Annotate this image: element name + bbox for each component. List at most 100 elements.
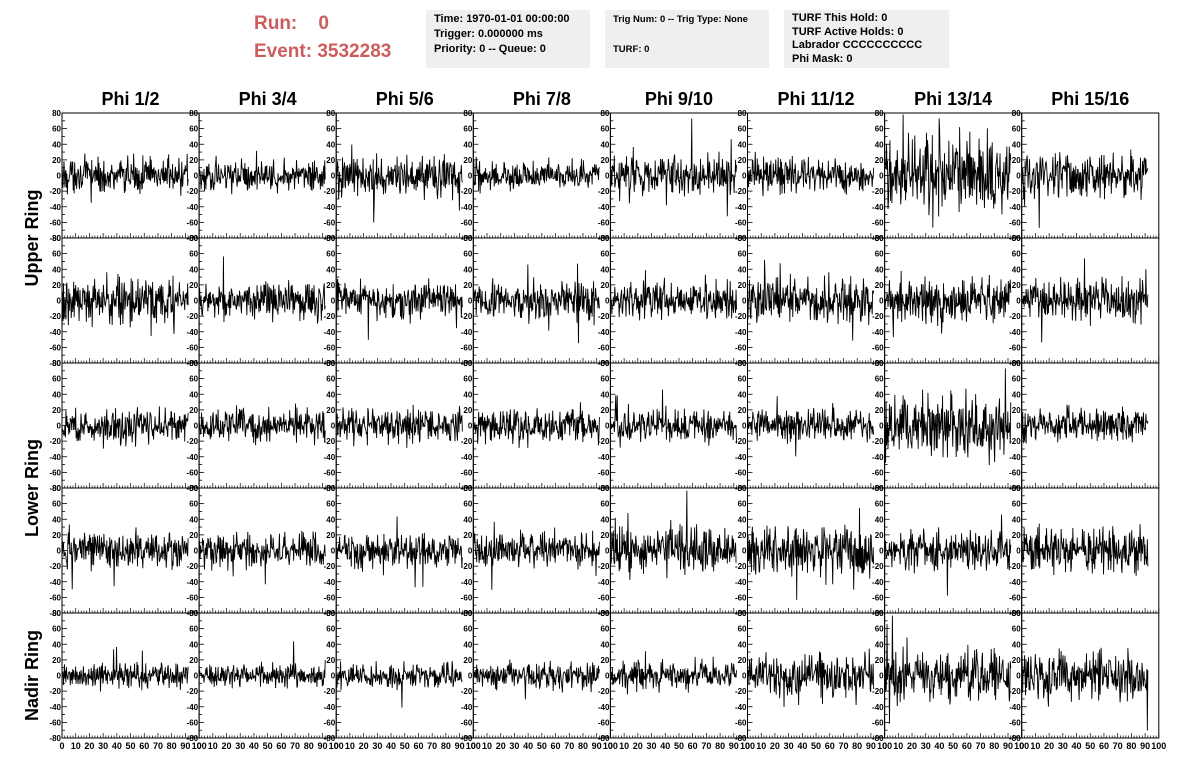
x-tick-label: 70 bbox=[701, 741, 711, 751]
y-tick-label: 40 bbox=[463, 390, 472, 399]
y-tick-label: -40 bbox=[1009, 578, 1021, 587]
y-tick-label: 20 bbox=[1012, 156, 1021, 165]
x-axis-ticks bbox=[884, 608, 1023, 613]
y-tick-label: -60 bbox=[735, 718, 747, 727]
y-tick-label: 40 bbox=[1012, 390, 1021, 399]
labrador-line: Labrador CCCCCCCCCC bbox=[792, 39, 923, 51]
y-tick-label: -40 bbox=[598, 578, 610, 587]
y-tick-label: 80 bbox=[189, 609, 198, 618]
y-tick-label: 80 bbox=[463, 359, 472, 368]
x-tick-label: 40 bbox=[660, 741, 670, 751]
x-tick-label: 50 bbox=[537, 741, 547, 751]
y-tick-label: -40 bbox=[598, 203, 610, 212]
waveform-trace bbox=[747, 396, 875, 457]
waveform-trace bbox=[472, 263, 600, 344]
y-tick-label: 60 bbox=[326, 250, 335, 259]
waveform-trace bbox=[884, 270, 1012, 338]
y-tick-label: 40 bbox=[189, 265, 198, 274]
y-tick-label: 80 bbox=[600, 109, 609, 118]
y-tick-label: 20 bbox=[1012, 531, 1021, 540]
y-tick-label: 60 bbox=[1012, 625, 1021, 634]
waveform-trace bbox=[198, 256, 326, 324]
y-tick-label: -40 bbox=[1009, 703, 1021, 712]
waveform-trace bbox=[61, 646, 189, 692]
x-tick-label: 0 bbox=[745, 741, 750, 751]
x-tick-label: 0 bbox=[334, 741, 339, 751]
x-tick-label: 80 bbox=[715, 741, 725, 751]
y-tick-label: 60 bbox=[738, 125, 747, 134]
y-tick-label: -40 bbox=[49, 453, 61, 462]
run-value: 0 bbox=[318, 13, 329, 34]
x-tick-label: 10 bbox=[482, 741, 492, 751]
y-tick-label: 60 bbox=[326, 625, 335, 634]
x-tick-label: 90 bbox=[1003, 741, 1013, 751]
y-tick-label: -60 bbox=[1009, 343, 1021, 352]
y-tick-label: -80 bbox=[1009, 734, 1021, 743]
x-axis-ticks bbox=[610, 483, 748, 488]
y-tick-label: 40 bbox=[326, 390, 335, 399]
y-tick-label: -40 bbox=[49, 328, 61, 337]
y-tick-label: 20 bbox=[1012, 406, 1021, 415]
x-tick-label: 50 bbox=[948, 741, 958, 751]
y-tick-label: 80 bbox=[738, 234, 747, 243]
y-tick-label: 80 bbox=[738, 109, 747, 118]
y-tick-label: 60 bbox=[738, 625, 747, 634]
y-tick-label: 80 bbox=[600, 359, 609, 368]
y-tick-label: -60 bbox=[324, 343, 336, 352]
column-header: Phi 15/16 bbox=[1051, 89, 1129, 109]
x-axis-ticks bbox=[472, 358, 611, 363]
x-tick-label: 60 bbox=[825, 741, 835, 751]
y-tick-label: -40 bbox=[461, 578, 473, 587]
y-tick-label: -40 bbox=[735, 203, 747, 212]
x-axis-ticks bbox=[747, 483, 885, 488]
y-tick-label: 20 bbox=[875, 406, 884, 415]
y-tick-label: -60 bbox=[598, 218, 610, 227]
y-tick-label: 20 bbox=[326, 406, 335, 415]
x-tick-label: 0 bbox=[882, 741, 887, 751]
y-tick-label: 0 bbox=[1016, 672, 1021, 681]
x-tick-label: 80 bbox=[1126, 741, 1136, 751]
x-tick-label: 50 bbox=[811, 741, 821, 751]
y-tick-label: 80 bbox=[738, 609, 747, 618]
y-tick-label: 0 bbox=[331, 297, 336, 306]
waveform-trace bbox=[884, 368, 1012, 466]
y-tick-label: -20 bbox=[1009, 312, 1021, 321]
y-tick-label: -40 bbox=[735, 703, 747, 712]
y-tick-label: 0 bbox=[468, 672, 473, 681]
y-tick-label: -20 bbox=[598, 437, 610, 446]
y-tick-label: 0 bbox=[331, 172, 336, 181]
x-tick-label: 100 bbox=[466, 741, 481, 751]
x-axis-ticks bbox=[198, 483, 337, 488]
y-tick-label: -80 bbox=[872, 734, 884, 743]
y-tick-label: 80 bbox=[52, 609, 61, 618]
panel-frame bbox=[609, 362, 749, 489]
run-label: Run: bbox=[254, 13, 298, 34]
x-tick-label: 50 bbox=[126, 741, 136, 751]
x-axis-ticks bbox=[884, 233, 1023, 238]
ring-label: Nadir Ring bbox=[22, 630, 42, 721]
y-tick-label: 80 bbox=[463, 234, 472, 243]
x-tick-label: 80 bbox=[989, 741, 999, 751]
y-tick-label: 40 bbox=[1012, 140, 1021, 149]
column-header: Phi 1/2 bbox=[102, 89, 160, 109]
waveform-trace bbox=[884, 615, 1012, 724]
x-tick-label: 20 bbox=[770, 741, 780, 751]
trig-num-line: Trig Num: 0 -- Trig Type: None bbox=[613, 14, 748, 25]
y-tick-label: -40 bbox=[1009, 453, 1021, 462]
y-tick-label: -40 bbox=[598, 703, 610, 712]
y-tick-label: -60 bbox=[49, 218, 61, 227]
y-tick-label: -40 bbox=[461, 703, 473, 712]
y-tick-label: -20 bbox=[324, 687, 336, 696]
y-tick-label: 60 bbox=[189, 500, 198, 509]
y-tick-label: 0 bbox=[605, 172, 610, 181]
x-tick-label: 10 bbox=[345, 741, 355, 751]
